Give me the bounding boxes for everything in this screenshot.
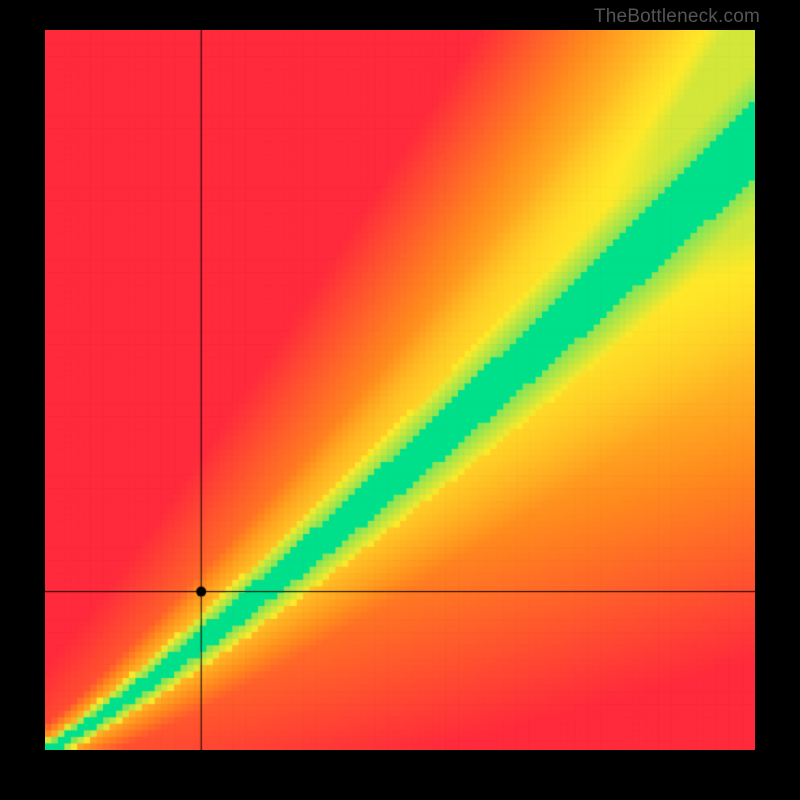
bottleneck-heatmap <box>45 30 755 750</box>
chart-container: TheBottleneck.com <box>0 0 800 800</box>
watermark-text: TheBottleneck.com <box>594 6 760 28</box>
